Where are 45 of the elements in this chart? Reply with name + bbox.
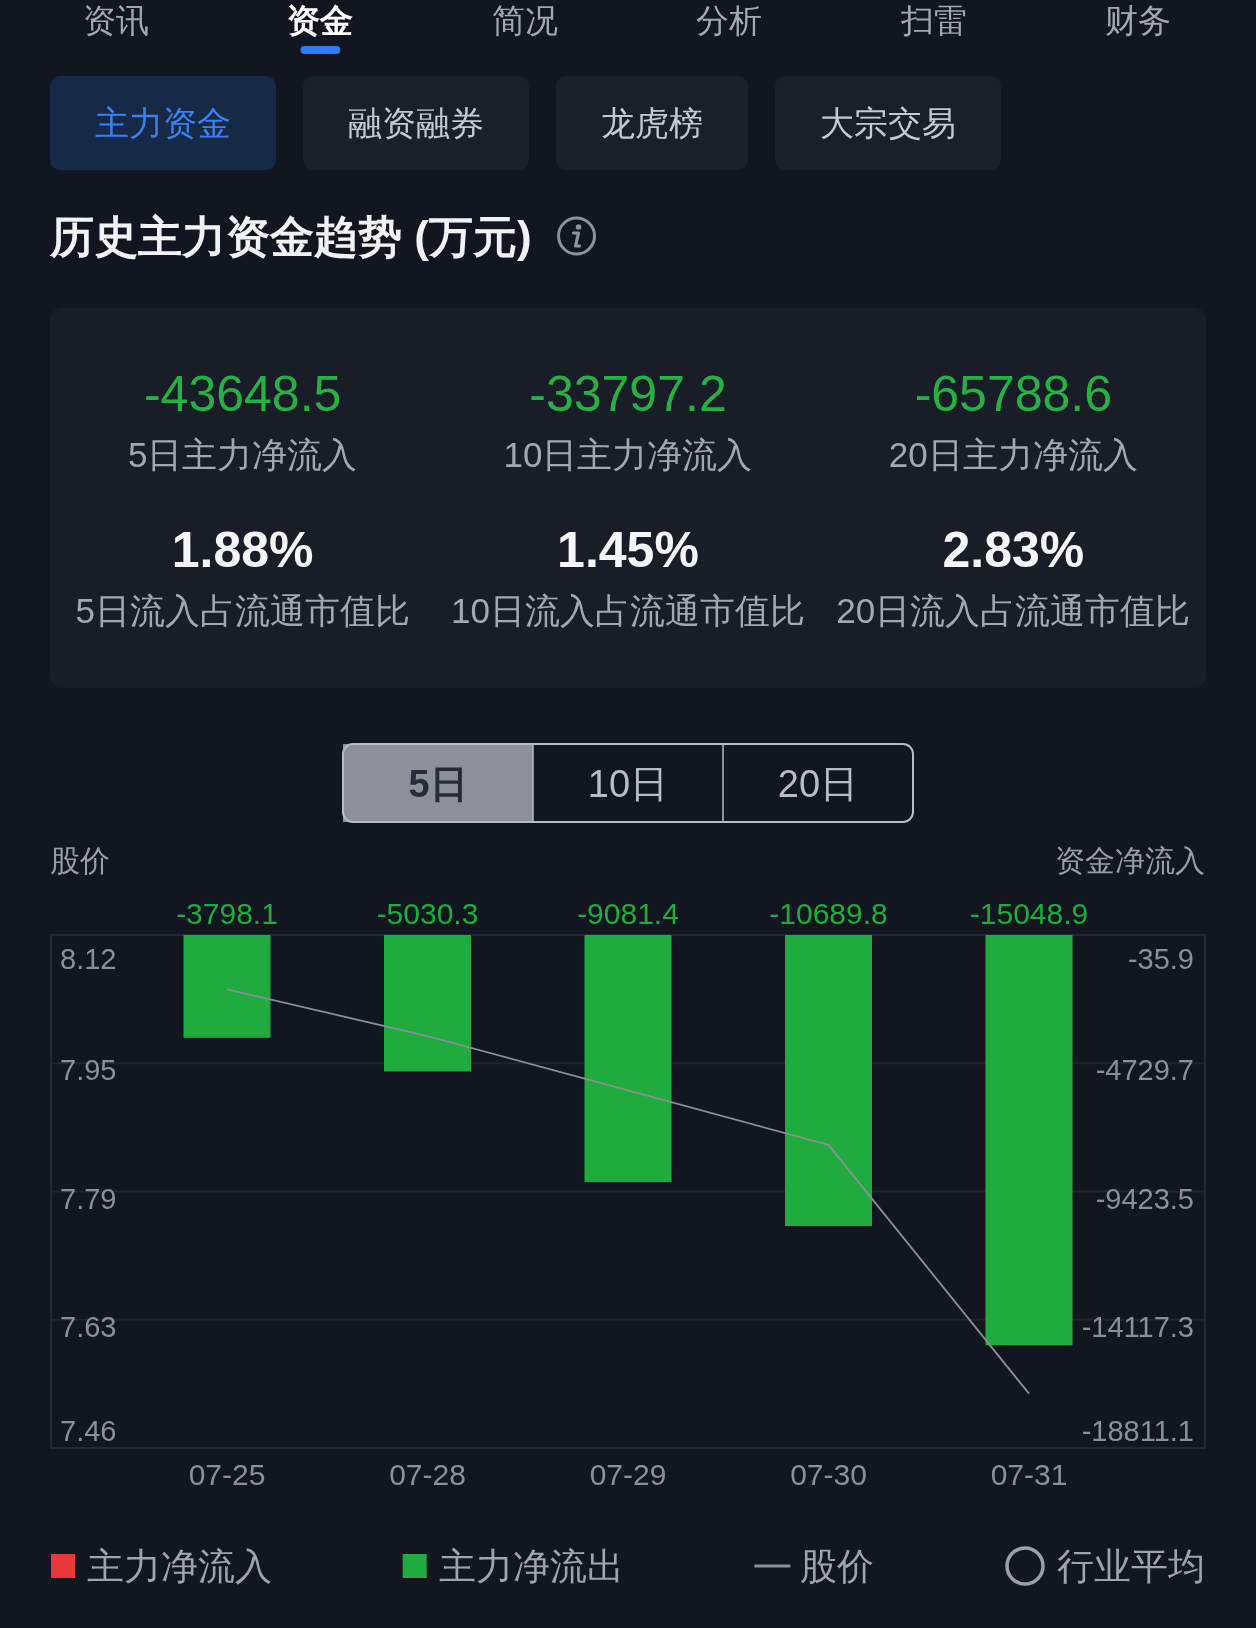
data-label: -10689.8 (769, 896, 888, 930)
text: 20日流入占流通市值比 (836, 590, 1191, 630)
text: -33797.2 (529, 366, 727, 422)
text: 1.88% (171, 522, 314, 578)
text: 10日流入占流通市值比 (451, 590, 805, 630)
text: 10日主力净流入 (503, 434, 753, 474)
y2-tick-label: -9423.5 (1095, 1182, 1194, 1215)
x-tick-label: 07-30 (790, 1457, 867, 1491)
data-label: -3798.1 (176, 896, 278, 930)
y-tick-label: 7.63 (60, 1310, 117, 1343)
text: 扫雷 (899, 1, 967, 39)
y2-tick-label: -35.9 (1127, 943, 1194, 975)
y-tick-label: 8.12 (60, 943, 117, 975)
legend-label: 主力净流出 (438, 1545, 624, 1587)
text: 2.83% (942, 522, 1085, 578)
text: 资讯 (83, 1, 149, 39)
data-label: -5030.3 (376, 896, 479, 930)
x-tick-label: 07-28 (389, 1457, 466, 1491)
text: 1.45% (557, 522, 699, 578)
text: -43648.5 (143, 366, 342, 422)
y-tick-label: 7.46 (60, 1415, 117, 1447)
legend-label: 主力净流入 (87, 1545, 272, 1587)
text: -65788.6 (914, 366, 1113, 422)
x-tick-label: 07-25 (188, 1457, 266, 1491)
y-tick-label: 7.79 (60, 1182, 117, 1215)
legend-label: 行业平均 (1057, 1545, 1205, 1587)
y-tick-label: 7.95 (60, 1054, 117, 1087)
x-tick-label: 07-29 (589, 1457, 667, 1491)
y2-axis-title: 资金净流入 (1055, 843, 1205, 877)
text: 简况 (491, 1, 558, 39)
text: 分析 (696, 1, 763, 39)
y2-tick-label: -18811.1 (1081, 1415, 1194, 1447)
text: 20日主力净流入 (888, 434, 1138, 474)
text: 资金 (287, 1, 354, 39)
text: 历史主力资金趋势 (万元) (49, 211, 532, 261)
y2-tick-label: -4729.7 (1095, 1054, 1194, 1087)
y2-tick-label: -14117.3 (1081, 1310, 1194, 1343)
text: 5日主力净流入 (127, 434, 358, 474)
data-label: -15048.9 (969, 896, 1089, 930)
text: 5日流入占流通市值比 (75, 590, 410, 630)
data-label: -9081.4 (577, 896, 679, 930)
legend-label: 股价 (800, 1545, 875, 1587)
text: 财务 (1105, 1, 1171, 39)
y-axis-title: 股价 (50, 843, 110, 877)
x-tick-label: 07-31 (990, 1457, 1068, 1491)
